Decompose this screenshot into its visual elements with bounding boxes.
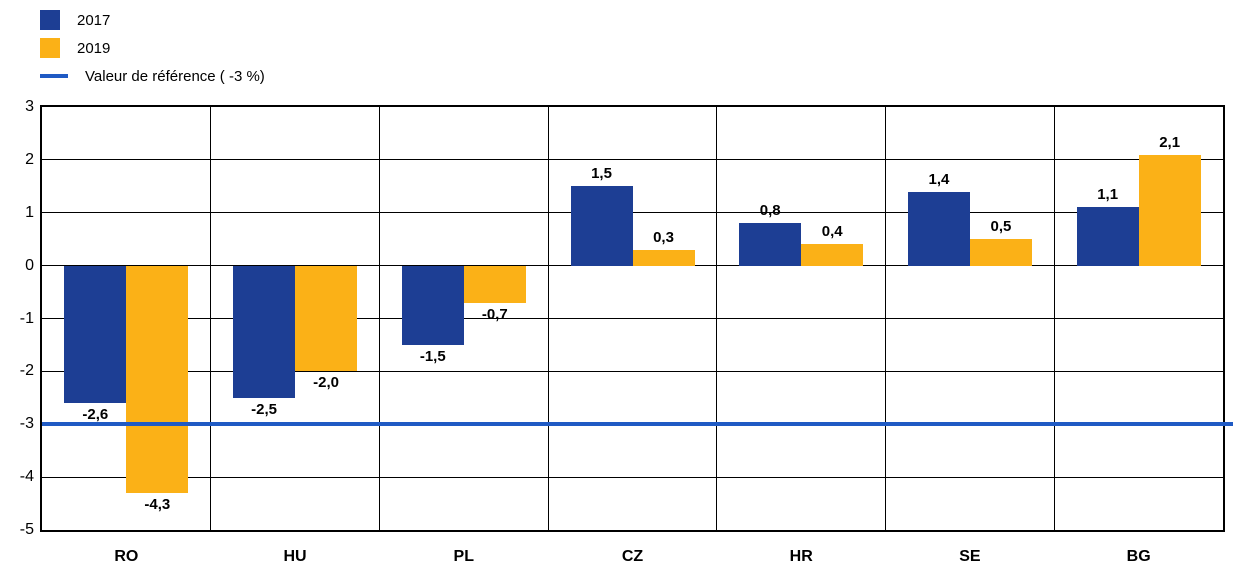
legend-label-2019: 2019 bbox=[77, 39, 111, 57]
bar-value-label-2017-HU: -2,5 bbox=[251, 400, 277, 418]
bar-value-label-2019-PL: -0,7 bbox=[481, 305, 508, 323]
gridline-x bbox=[378, 107, 380, 530]
bar-value-label-2017-BG: 1,1 bbox=[1097, 186, 1119, 204]
bar-2017-SE bbox=[907, 191, 970, 266]
bar-2019-SE bbox=[969, 239, 1032, 266]
bar-value-label-2019-BG: 2,1 bbox=[1159, 133, 1181, 151]
bar-2019-PL bbox=[463, 265, 526, 303]
legend-label-2017: 2017 bbox=[77, 11, 111, 29]
y-tick-label: -2 bbox=[19, 362, 34, 380]
gridline-x bbox=[716, 107, 718, 530]
bar-2019-HR bbox=[801, 244, 864, 266]
legend: 2017 2019 Valeur de référence ( -3 %) bbox=[40, 6, 265, 90]
bar-value-label-2017-RO: -2,6 bbox=[82, 406, 109, 424]
x-category-label-RO: RO bbox=[114, 548, 139, 565]
bar-value-label-2019-SE: 0,5 bbox=[990, 218, 1012, 236]
bar-value-label-2019-CZ: 0,3 bbox=[653, 228, 674, 246]
x-category-label-HU: HU bbox=[283, 548, 307, 565]
y-tick-label: 0 bbox=[25, 256, 34, 274]
bar-value-label-2017-HR: 0,8 bbox=[759, 202, 781, 220]
reference-line bbox=[42, 422, 1233, 427]
bar-2019-BG bbox=[1138, 154, 1201, 266]
legend-swatch-2019 bbox=[40, 38, 60, 58]
legend-item-reference: Valeur de référence ( -3 %) bbox=[40, 62, 265, 90]
bar-2019-CZ bbox=[632, 249, 695, 266]
gridline-y--4 bbox=[42, 476, 1223, 478]
bar-2019-HU bbox=[295, 265, 358, 372]
legend-swatch-2017 bbox=[40, 10, 60, 30]
bar-value-label-2017-CZ: 1,5 bbox=[591, 165, 612, 183]
bar-value-label-2017-PL: -1,5 bbox=[419, 347, 446, 365]
x-category-label-PL: PL bbox=[453, 548, 474, 565]
gridline-y-1 bbox=[42, 212, 1223, 214]
bar-2019-RO bbox=[126, 265, 189, 493]
y-tick-label: -3 bbox=[19, 415, 34, 433]
x-category-label-SE: SE bbox=[959, 548, 981, 565]
gridline-y--2 bbox=[42, 370, 1223, 372]
legend-item-2017: 2017 bbox=[40, 6, 265, 34]
x-category-label-CZ: CZ bbox=[621, 548, 644, 565]
gridline-x bbox=[885, 107, 887, 530]
legend-item-2019: 2019 bbox=[40, 34, 265, 62]
y-tick-label: 1 bbox=[25, 203, 34, 221]
gridline-x bbox=[1053, 107, 1055, 530]
x-category-label-BG: BG bbox=[1126, 548, 1151, 565]
bar-value-label-2019-RO: -4,3 bbox=[144, 495, 171, 513]
legend-swatch-reference-line bbox=[40, 74, 68, 78]
x-category-label-HR: HR bbox=[789, 548, 813, 565]
y-tick-label: 2 bbox=[25, 150, 34, 168]
plot-area: -2,6 -2,5 -1,5 1,5 0,8 1,4 1,1 -4,3 -2,0 -0,7 0,3 0… bbox=[40, 105, 1233, 532]
y-tick-label: 3 bbox=[25, 98, 34, 115]
gridline-y--1 bbox=[42, 318, 1223, 319]
y-tick-label: -1 bbox=[19, 309, 34, 327]
gridline-x bbox=[547, 107, 549, 530]
gridline-x bbox=[210, 107, 212, 530]
bar-2017-BG bbox=[1076, 207, 1139, 266]
bar-value-label-2019-HU: -2,0 bbox=[313, 374, 339, 392]
bar-2017-HR bbox=[739, 223, 802, 266]
bar-value-label-2019-HR: 0,4 bbox=[821, 223, 843, 241]
bar-2017-RO bbox=[64, 265, 127, 404]
legend-label-reference: Valeur de référence ( -3 %) bbox=[85, 67, 265, 85]
bar-value-label-2017-SE: 1,4 bbox=[928, 170, 950, 188]
bar-2017-PL bbox=[401, 265, 464, 345]
y-tick-label: -4 bbox=[19, 468, 34, 486]
bar-2017-CZ bbox=[570, 186, 633, 266]
gridline-y-2 bbox=[42, 159, 1223, 161]
y-tick-label: -5 bbox=[19, 521, 34, 538]
bar-2017-HU bbox=[233, 265, 296, 398]
gridline-y-0 bbox=[42, 265, 1223, 267]
